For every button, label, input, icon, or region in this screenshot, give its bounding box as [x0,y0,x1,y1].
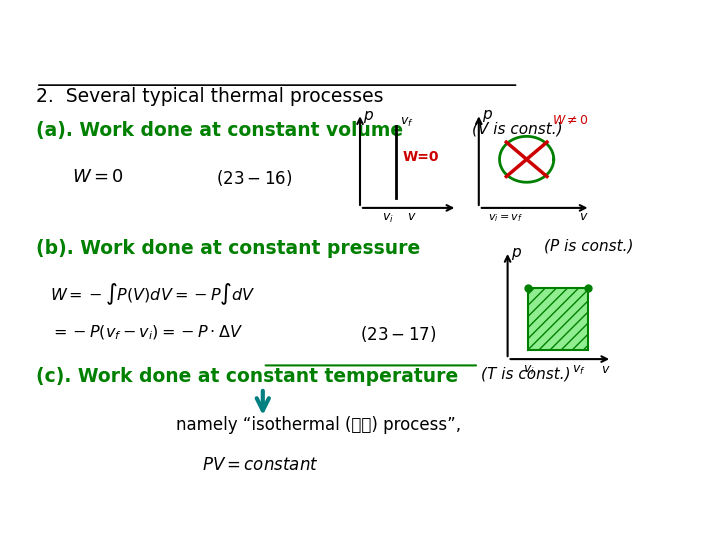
Text: $v_f$: $v_f$ [572,364,586,377]
Text: $v$: $v$ [580,210,589,223]
Text: (V is const.): (V is const.) [472,122,562,137]
Polygon shape [528,288,588,350]
Text: $v_i = v_f$: $v_i = v_f$ [488,212,523,224]
Text: $W = -\int PdV$: $W = -\int PdV$ [559,18,698,52]
Text: (P is const.): (P is const.) [544,239,633,254]
Text: $v_i$: $v_i$ [523,364,534,377]
Text: (a). Work done at constant volume: (a). Work done at constant volume [36,122,403,140]
Text: $v$: $v$ [407,211,417,224]
Text: $W\neq 0$: $W\neq 0$ [552,114,589,127]
Text: $PV = constant$: $PV = constant$ [202,456,318,474]
Text: $v_i$: $v_i$ [382,212,393,225]
Text: $W = -\int P(V)dV = -P\int dV$: $W = -\int P(V)dV = -P\int dV$ [50,281,256,307]
Text: (c). Work done at constant temperature: (c). Work done at constant temperature [36,367,458,386]
Text: p: p [482,107,492,122]
Text: $v$: $v$ [601,363,611,376]
Text: 2.  Several typical thermal processes: 2. Several typical thermal processes [36,87,384,106]
Text: p: p [510,245,521,260]
Text: $v_f$: $v_f$ [400,116,414,129]
Text: W=0: W=0 [402,150,438,164]
Text: $(23-16)$: $(23-16)$ [216,168,292,188]
Text: (T is const.): (T is const.) [481,367,570,382]
Text: (b). Work done at constant pressure: (b). Work done at constant pressure [36,239,420,258]
Text: $= -P(v_f - v_i) = -P \cdot \Delta V$: $= -P(v_f - v_i) = -P \cdot \Delta V$ [50,324,243,342]
Text: $(23-17)$: $(23-17)$ [360,324,436,344]
Text: p: p [364,107,373,123]
Text: namely “isothermal (等温) process”,: namely “isothermal (等温) process”, [176,416,462,434]
Text: $W = 0$: $W = 0$ [72,168,124,186]
